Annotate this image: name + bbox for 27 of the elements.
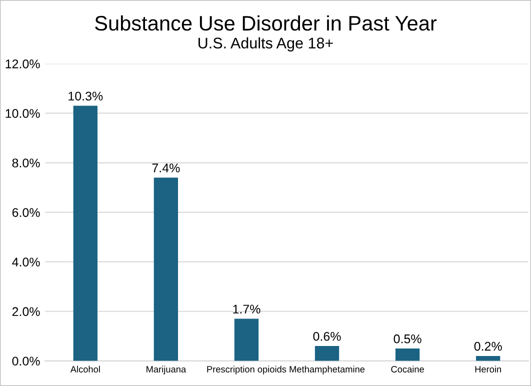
x-tick-label: Heroin <box>475 366 501 373</box>
y-tick-label: 6.0% <box>12 208 40 217</box>
bar <box>154 178 178 361</box>
chart-subtitle: U.S. Adults Age 18+ <box>198 37 333 52</box>
y-tick-label: 0.0% <box>12 356 40 366</box>
y-tick-label: 8.0% <box>12 158 40 168</box>
data-label: 1.7% <box>233 304 260 314</box>
data-label: 0.6% <box>313 332 341 341</box>
data-label: 0.5% <box>394 334 422 344</box>
bar <box>476 356 500 361</box>
chart-title: Substance Use Disorder in Past Year <box>95 15 437 31</box>
bar <box>314 346 340 361</box>
x-tick-label: Cocaine <box>391 366 424 373</box>
data-label: 7.4% <box>152 164 180 172</box>
x-tick-label: Marijuana <box>146 366 186 374</box>
x-tick-label: Methamphetamine <box>290 366 365 374</box>
x-tick-label: Alcohol <box>70 366 100 373</box>
data-label: 10.3% <box>68 92 103 101</box>
y-tick-label: 2.0% <box>12 307 40 316</box>
y-tick-label: 10.0% <box>6 109 40 118</box>
bar <box>395 348 420 361</box>
x-tick-label: Prescription opioids <box>207 366 286 374</box>
y-tick-label: 12.0% <box>6 59 40 68</box>
data-label: 0.2% <box>474 342 502 351</box>
y-tick-label: 4.0% <box>12 258 40 266</box>
bar <box>73 106 98 361</box>
bar <box>234 318 259 361</box>
